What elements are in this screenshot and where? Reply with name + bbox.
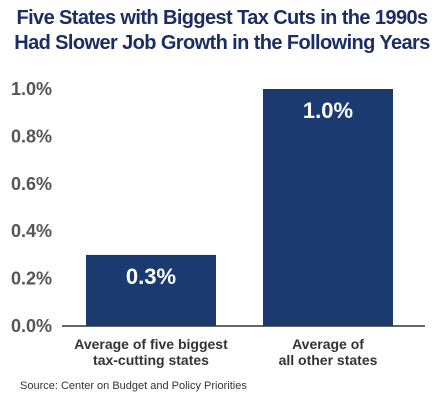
chart-title-line-1: Five States with Biggest Tax Cuts in the… <box>16 7 428 29</box>
bars <box>86 89 393 326</box>
y-tick-label: 0.8% <box>11 126 52 146</box>
bar-data-label: 0.3% <box>126 264 176 289</box>
category-label-line: Average of <box>292 336 364 352</box>
y-axis: 0.0% 0.2% 0.4% 0.6% 0.8% 1.0% <box>11 79 52 336</box>
y-tick-label: 0.4% <box>11 221 52 241</box>
bar-data-label: 1.0% <box>303 98 353 123</box>
category-label-other-states: Average of all other states <box>243 336 413 368</box>
bar <box>263 89 393 326</box>
source-note: Source: Center on Budget and Policy Prio… <box>20 380 247 392</box>
chart-title: Five States with Biggest Tax Cuts in the… <box>0 6 444 56</box>
y-tick-label: 0.6% <box>11 174 52 194</box>
y-tick-label: 0.2% <box>11 269 52 289</box>
category-label-line: tax-cutting states <box>93 352 209 368</box>
category-label-line: Average of five biggest <box>74 336 228 352</box>
data-labels: 0.3% 1.0% <box>126 98 353 289</box>
category-label-line: all other states <box>278 352 378 368</box>
category-label-tax-cutting-states: Average of five biggest tax-cutting stat… <box>66 336 236 368</box>
y-tick-label: 1.0% <box>11 79 52 99</box>
bar <box>86 254 216 326</box>
y-tick-label: 0.0% <box>11 316 52 336</box>
chart-title-line-2: Had Slower Job Growth in the Following Y… <box>14 32 430 54</box>
